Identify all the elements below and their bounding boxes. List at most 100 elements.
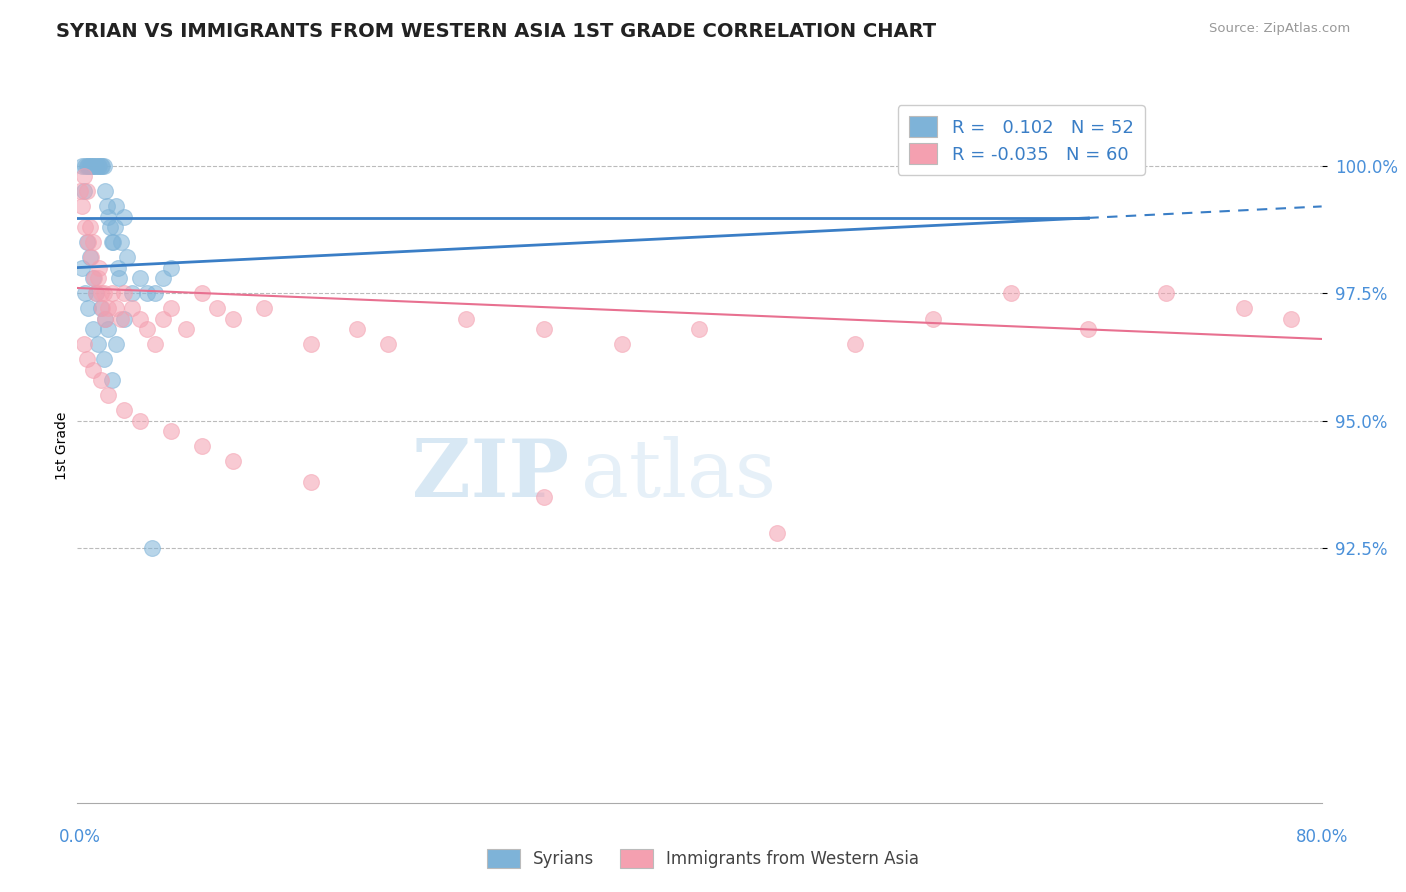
Y-axis label: 1st Grade: 1st Grade [55,412,69,480]
Point [96,199,118,213]
Point [82,322,104,336]
Point [159,301,181,316]
Point [112,403,135,417]
Point [253,301,276,316]
Point [93,159,115,173]
Text: ZIP: ZIP [412,435,569,514]
Point [86,337,108,351]
Point [143,286,166,301]
Point [152,270,174,285]
Point [121,286,143,301]
Point [128,270,150,285]
Point [82,159,104,173]
Point [94,311,117,326]
Point [105,199,128,213]
Point [112,286,135,301]
Legend: Syrians, Immigrants from Western Asia: Syrians, Immigrants from Western Asia [479,842,927,875]
Point [1077,159,1099,173]
Point [108,270,131,285]
Point [105,337,128,351]
Point [75,159,97,173]
Point [110,311,132,326]
Point [82,270,104,285]
Point [921,311,943,326]
Point [689,322,711,336]
Point [87,260,110,275]
Point [69,184,91,198]
Point [533,322,555,336]
Point [83,270,105,285]
Point [94,311,117,326]
Point [101,235,124,249]
Point [128,311,150,326]
Point [159,260,181,275]
Point [75,286,97,301]
Point [77,301,100,316]
Point [97,322,120,336]
Point [222,311,245,326]
Point [79,251,101,265]
Point [112,311,135,326]
Point [1233,301,1256,316]
Point [94,184,117,198]
Point [136,286,159,301]
Point [84,286,107,301]
Point [77,235,100,249]
Point [97,388,120,402]
Point [91,301,114,316]
Point [844,337,866,351]
Point [72,184,94,198]
Point [100,373,122,387]
Point [90,373,112,387]
Point [222,454,245,468]
Point [80,251,103,265]
Point [77,159,100,173]
Legend: R =   0.102   N = 52, R = -0.035   N = 60: R = 0.102 N = 52, R = -0.035 N = 60 [898,105,1144,175]
Point [299,337,322,351]
Point [107,260,129,275]
Point [87,159,110,173]
Point [346,322,368,336]
Point [533,490,555,504]
Point [207,301,229,316]
Point [76,184,98,198]
Point [86,270,108,285]
Text: 0.0%: 0.0% [59,828,101,846]
Point [70,260,93,275]
Point [100,235,122,249]
Point [98,219,121,234]
Point [1000,286,1022,301]
Point [159,424,181,438]
Point [76,159,98,173]
Point [90,286,112,301]
Point [191,286,214,301]
Point [84,286,107,301]
Point [1279,311,1302,326]
Text: atlas: atlas [581,435,776,514]
Point [610,337,633,351]
Text: SYRIAN VS IMMIGRANTS FROM WESTERN ASIA 1ST GRADE CORRELATION CHART: SYRIAN VS IMMIGRANTS FROM WESTERN ASIA 1… [56,22,936,41]
Point [141,541,163,555]
Point [72,337,94,351]
Point [152,311,174,326]
Point [93,352,115,367]
Point [75,219,97,234]
Text: Source: ZipAtlas.com: Source: ZipAtlas.com [1209,22,1350,36]
Point [174,322,197,336]
Point [299,475,322,489]
Point [121,301,143,316]
Point [79,159,101,173]
Point [70,159,93,173]
Point [136,322,159,336]
Point [84,159,107,173]
Point [105,301,128,316]
Point [191,439,214,453]
Point [90,301,112,316]
Point [90,159,112,173]
Point [82,362,104,376]
Point [112,210,135,224]
Point [97,301,120,316]
Point [97,210,120,224]
Point [1154,286,1177,301]
Point [93,286,115,301]
